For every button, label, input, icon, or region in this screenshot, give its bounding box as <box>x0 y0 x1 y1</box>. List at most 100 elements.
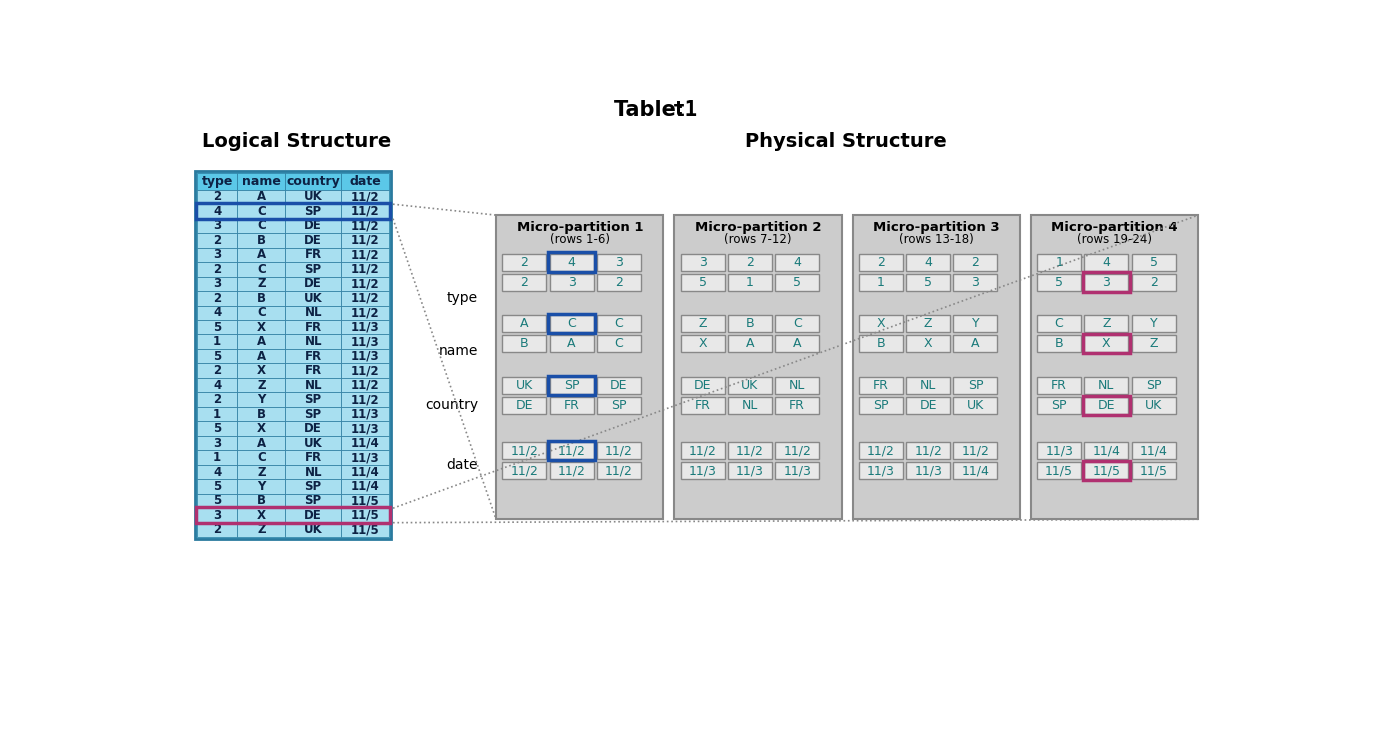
Bar <box>675 215 841 519</box>
Text: 1: 1 <box>877 276 885 288</box>
Text: 11/2: 11/2 <box>351 263 380 276</box>
Bar <box>237 172 285 189</box>
Bar <box>775 397 819 414</box>
Bar <box>1132 254 1176 271</box>
Text: Physical Structure: Physical Structure <box>745 132 947 151</box>
Text: Z: Z <box>1150 337 1158 350</box>
Text: 11/3: 11/3 <box>351 451 380 464</box>
Text: C: C <box>793 317 801 330</box>
Text: 2: 2 <box>213 523 222 537</box>
Bar <box>237 204 285 219</box>
Text: 11/2: 11/2 <box>351 379 380 392</box>
Bar <box>237 305 285 320</box>
Bar <box>906 315 950 333</box>
Bar <box>596 462 642 479</box>
Bar <box>1132 397 1176 414</box>
Bar <box>341 172 390 189</box>
Bar <box>503 315 547 333</box>
Bar <box>1037 443 1081 459</box>
Bar <box>775 377 819 393</box>
Text: 11/2: 11/2 <box>351 248 380 261</box>
Text: Y: Y <box>257 393 266 406</box>
Text: 11/2: 11/2 <box>351 292 380 305</box>
Text: 2: 2 <box>521 276 529 288</box>
Bar <box>548 252 595 272</box>
Bar <box>728 254 772 271</box>
Text: 2: 2 <box>213 393 222 406</box>
Text: 5: 5 <box>1150 255 1158 269</box>
Text: 11/3: 11/3 <box>688 465 716 477</box>
Bar <box>953 377 997 393</box>
Bar <box>285 479 341 494</box>
Bar <box>549 335 593 352</box>
Bar <box>775 274 819 291</box>
Bar <box>285 465 341 479</box>
Bar <box>728 274 772 291</box>
Text: 11/2: 11/2 <box>735 444 764 457</box>
Text: NL: NL <box>920 379 936 392</box>
Bar <box>852 215 1020 519</box>
Text: 11/3: 11/3 <box>351 349 380 363</box>
Bar <box>680 397 724 414</box>
Bar <box>285 189 341 204</box>
Text: DE: DE <box>304 277 322 291</box>
Bar <box>1084 443 1129 459</box>
Text: (rows 19-24): (rows 19-24) <box>1077 233 1153 247</box>
Text: DE: DE <box>1097 399 1115 412</box>
Text: A: A <box>567 337 576 350</box>
Text: 11/2: 11/2 <box>558 465 585 477</box>
Bar <box>197 378 237 393</box>
Text: A: A <box>793 337 801 350</box>
Bar <box>596 377 642 393</box>
Bar <box>728 462 772 479</box>
Text: Z: Z <box>257 379 266 392</box>
Bar <box>1037 254 1081 271</box>
Text: 11/2: 11/2 <box>351 205 380 218</box>
Bar <box>1132 335 1176 352</box>
Bar <box>503 443 547 459</box>
Bar <box>859 443 903 459</box>
Text: 3: 3 <box>213 509 222 522</box>
Text: 4: 4 <box>924 255 932 269</box>
Bar <box>680 443 724 459</box>
Bar <box>680 462 724 479</box>
Text: 11/3: 11/3 <box>784 465 811 477</box>
Bar <box>197 479 237 494</box>
Bar <box>341 247 390 262</box>
Text: Z: Z <box>257 523 266 537</box>
Bar <box>285 436 341 450</box>
Text: DE: DE <box>610 379 628 392</box>
Bar <box>549 397 593 414</box>
Bar <box>906 443 950 459</box>
Bar <box>548 376 595 395</box>
Text: 2: 2 <box>972 255 979 269</box>
Text: FR: FR <box>873 379 888 392</box>
Bar <box>341 277 390 291</box>
Bar <box>1084 335 1129 352</box>
Text: SP: SP <box>611 399 627 412</box>
Bar <box>1084 397 1129 414</box>
Text: C: C <box>614 337 624 350</box>
Text: t1: t1 <box>673 100 698 120</box>
Bar <box>285 172 341 189</box>
Text: SP: SP <box>304 393 322 406</box>
Text: C: C <box>257 306 266 319</box>
Text: 5: 5 <box>213 495 222 507</box>
Bar <box>859 335 903 352</box>
Bar <box>859 254 903 271</box>
Bar <box>680 315 724 333</box>
Text: DE: DE <box>694 379 712 392</box>
Bar <box>285 450 341 465</box>
Text: A: A <box>256 335 266 348</box>
Bar <box>906 377 950 393</box>
Bar <box>197 421 237 436</box>
Text: UK: UK <box>304 437 322 449</box>
Bar <box>341 219 390 233</box>
Bar <box>503 254 547 271</box>
Bar <box>197 291 237 305</box>
Bar <box>237 277 285 291</box>
Bar <box>197 172 237 189</box>
Bar <box>197 204 237 219</box>
Text: 2: 2 <box>213 234 222 247</box>
Text: 11/3: 11/3 <box>914 465 942 477</box>
